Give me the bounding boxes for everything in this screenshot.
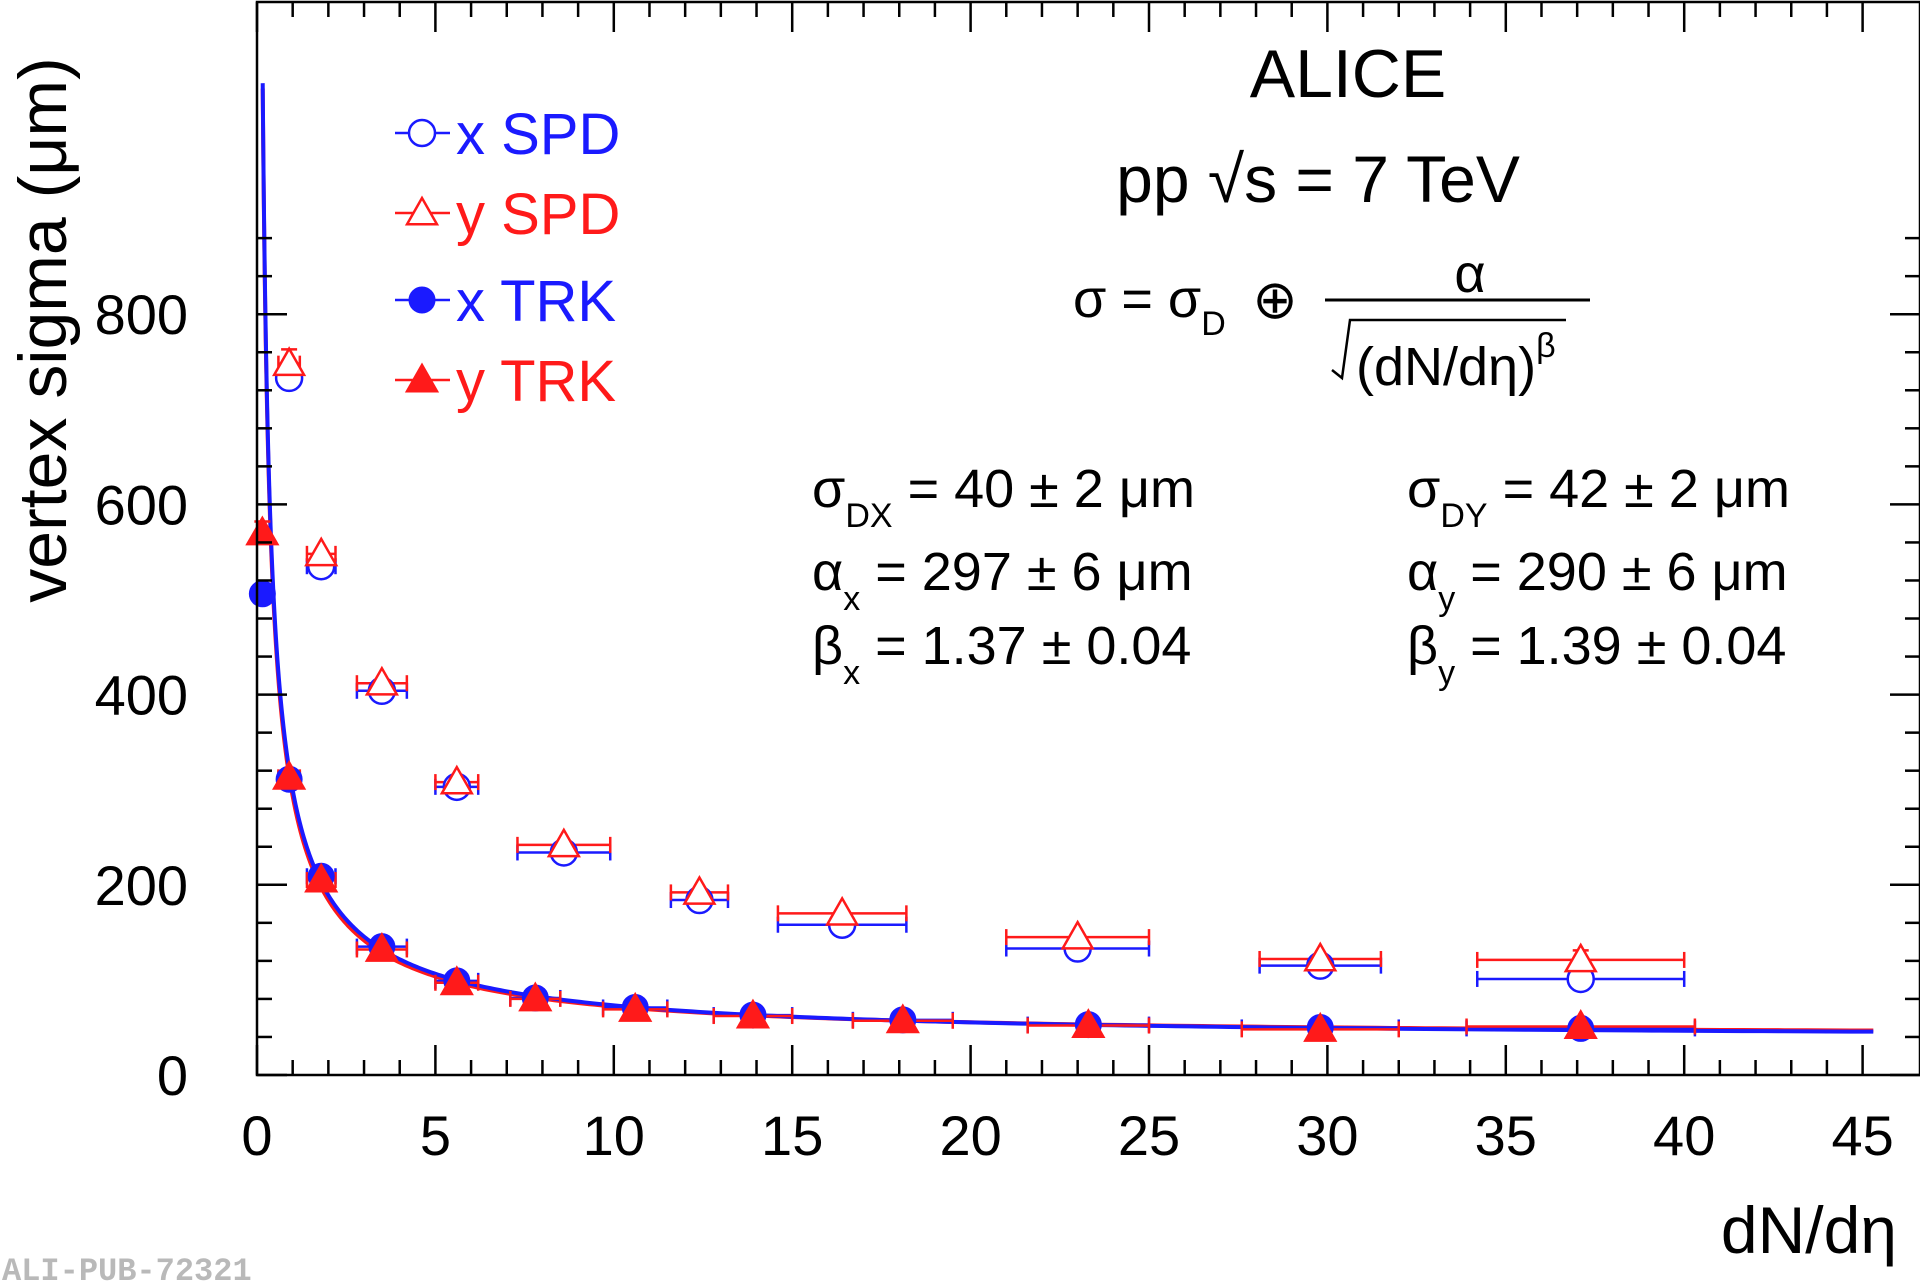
y-axis-label: vertex sigma (μm) <box>5 57 81 602</box>
formula-numerator: α <box>1454 244 1485 304</box>
y-trk-point <box>245 515 280 546</box>
formula-oplus: ⊕ <box>1252 270 1297 330</box>
legend-marker-y-trk <box>404 362 440 393</box>
y-axis-ticks: 0 200 400 600 800 <box>95 236 1920 1107</box>
y-spd-point <box>304 536 339 567</box>
fit-formula: σ = σD ⊕ α (dN/dη)β <box>1073 244 1590 397</box>
legend-label-y-trk: y TRK <box>456 349 616 414</box>
y-tick-label: 800 <box>95 283 188 346</box>
chart-title: ALICE <box>1250 36 1447 112</box>
y-tick-label: 400 <box>95 664 188 727</box>
y-spd-point <box>364 665 399 696</box>
param-y-2: αy = 290 ± 6 μm <box>1407 542 1788 618</box>
legend-label-y-spd: y SPD <box>456 182 620 247</box>
y-trk-point <box>439 965 474 996</box>
y-trk-point <box>735 998 771 1029</box>
legend-marker-x-trk <box>408 286 436 314</box>
y-tick-label: 0 <box>157 1044 188 1107</box>
y-tick-label: 600 <box>95 473 188 536</box>
param-y-1: σDY = 42 ± 2 μm <box>1407 459 1790 535</box>
x-axis-ticks: 0 5 10 15 20 25 30 35 40 45 <box>241 2 1894 1167</box>
x-tick-label: 40 <box>1653 1104 1715 1167</box>
y-spd-point <box>682 874 717 905</box>
plot-frame <box>255 0 1920 1077</box>
legend: x SPD y SPD x TRK y TRK <box>395 102 620 414</box>
y-spd-point <box>272 346 307 377</box>
y-trk-point <box>304 862 339 893</box>
y-trk-point <box>618 991 653 1022</box>
y-trk-point <box>885 1003 920 1034</box>
x-tick-label: 15 <box>761 1104 823 1167</box>
x-tick-label: 20 <box>939 1104 1001 1167</box>
y-spd-point <box>546 827 581 858</box>
x-tick-label: 25 <box>1118 1104 1180 1167</box>
legend-marker-y-spd <box>404 195 440 226</box>
x-tick-label: 0 <box>241 1104 272 1167</box>
y-trk-point <box>272 759 307 790</box>
x-axis-label: dN/dη <box>1721 1193 1897 1267</box>
param-x-2: αx = 297 ± 6 μm <box>812 542 1193 618</box>
y-spd-point <box>1060 919 1095 950</box>
y-spd-point <box>1303 941 1338 972</box>
y-trk-point <box>364 931 399 962</box>
y-trk-point <box>1071 1008 1106 1039</box>
x-tick-label: 10 <box>583 1104 645 1167</box>
sqrt-sign <box>1331 318 1566 381</box>
x-tick-label: 45 <box>1831 1104 1893 1167</box>
y-spd-point <box>1563 942 1598 973</box>
param-x-1: σDX = 40 ± 2 μm <box>812 459 1195 535</box>
y-spd-point <box>825 895 860 926</box>
legend-label-x-trk: x TRK <box>456 269 616 334</box>
y-trk-point <box>1303 1011 1338 1042</box>
data-markers <box>245 346 1598 1042</box>
param-y-3: βy = 1.39 ± 0.04 <box>1407 616 1786 692</box>
formula-lhs: σ = σD <box>1073 269 1226 343</box>
x-tick-label: 5 <box>420 1104 451 1167</box>
y-tick-label: 200 <box>95 854 188 917</box>
y-trk-point <box>1563 1009 1598 1039</box>
y-spd-point <box>439 764 474 795</box>
x-trk-point <box>248 580 276 608</box>
legend-marker-x-spd <box>407 118 437 148</box>
param-x-3: βx = 1.37 ± 0.04 <box>812 616 1191 692</box>
y-trk-point <box>518 981 553 1012</box>
legend-label-x-spd: x SPD <box>456 102 620 167</box>
x-tick-label: 35 <box>1475 1104 1537 1167</box>
formula-denominator: (dN/dη)β <box>1356 327 1556 397</box>
x-tick-label: 30 <box>1296 1104 1358 1167</box>
watermark: ALI-PUB-72321 <box>2 1253 252 1286</box>
chart-subtitle: pp √s = 7 TeV <box>1116 142 1520 216</box>
